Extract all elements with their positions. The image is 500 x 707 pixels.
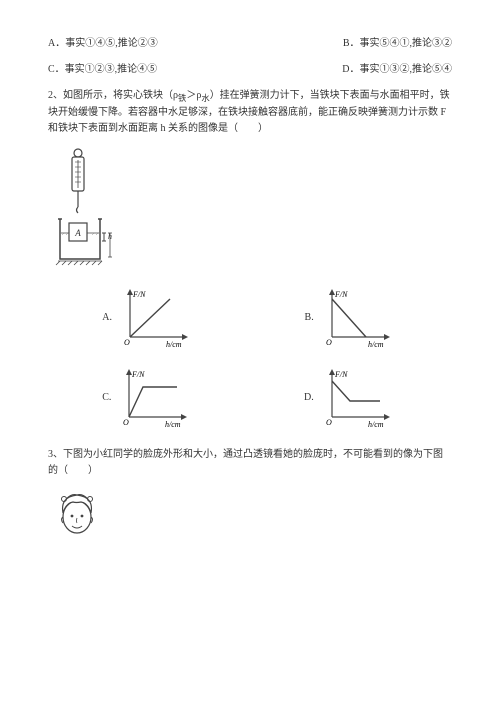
graph-row-2: C. F/N O h/cm D. F/N O h/cm [48,367,452,429]
q2-sub-water: 水 [201,94,209,103]
graph-d-label: D. [304,390,314,406]
svg-text:O: O [124,338,130,347]
q1-option-a: A．事实①④⑤,推论②③ [48,36,158,52]
graph-d: F/N O h/cm [320,367,398,429]
graph-d-block: D. F/N O h/cm [304,367,398,429]
face-sketch-original [54,489,452,545]
svg-text:F/N: F/N [334,370,348,379]
q1-option-c: C．事实①②③,推论④⑤ [48,62,157,78]
graph-b: F/N O h/cm [320,287,398,349]
q3-stem: 3、下图为小红同学的脸庞外形和大小，通过凸透镜看她的脸庞时，不可能看到的像为下图… [48,447,452,479]
spring-scale-apparatus: A h [54,147,452,273]
svg-text:F/N: F/N [334,290,348,299]
graph-b-label: B. [305,310,314,326]
svg-text:O: O [326,338,332,347]
svg-text:h/cm: h/cm [165,420,181,429]
graph-a-block: A. F/N O h/cm [102,287,196,349]
q2-mid: ＞ρ [186,90,201,101]
q2-stem: 2、如图所示，将实心铁块（ρ铁＞ρ水）挂在弹簧测力计下，当铁块下表面与水面相平时… [48,88,452,137]
q1-options-row1: A．事实①④⑤,推论②③ B．事实⑤④①,推论③② [48,36,452,52]
graph-c-label: C. [102,390,111,406]
graph-b-block: B. F/N O h/cm [305,287,398,349]
graph-c: F/N O h/cm [117,367,195,429]
q1-option-b: B．事实⑤④①,推论③② [343,36,452,52]
svg-text:O: O [326,418,332,427]
graph-a: F/N O h/cm [118,287,196,349]
q2-prefix: 2、如图所示，将实心铁块（ρ [48,90,178,101]
svg-text:F/N: F/N [131,370,145,379]
graph-c-block: C. F/N O h/cm [102,367,195,429]
svg-text:F/N: F/N [132,290,146,299]
svg-text:O: O [123,418,129,427]
apparatus-svg: A h [54,147,134,267]
graph-a-label: A. [102,310,112,326]
svg-text:h/cm: h/cm [166,340,182,349]
svg-text:h/cm: h/cm [368,420,384,429]
block-label: A [74,228,81,238]
svg-text:h/cm: h/cm [368,340,384,349]
graph-row-1: A. F/N O h/cm B. F/N O h/cm [48,287,452,349]
face-svg [54,489,100,539]
q1-options-row2: C．事实①②③,推论④⑤ D．事实①③②,推论⑤④ [48,62,452,78]
q1-option-d: D．事实①③②,推论⑤④ [342,62,452,78]
